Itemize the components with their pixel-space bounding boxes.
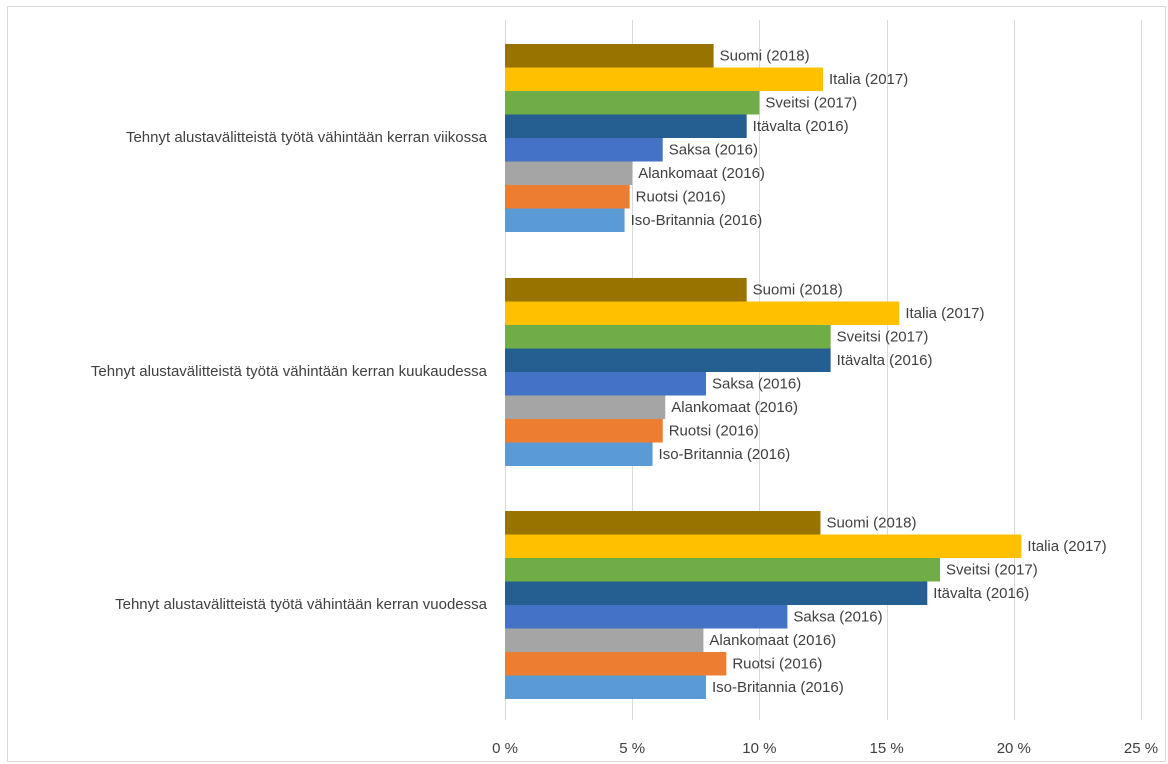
bar <box>505 348 831 372</box>
category-labels: Tehnyt alustavälitteistä työtä vähintään… <box>91 129 488 613</box>
x-tick-label: 15 % <box>869 740 903 757</box>
bar-label: Saksa (2016) <box>669 142 758 159</box>
x-tick-label: 25 % <box>1124 740 1158 757</box>
bar-label: Ruotsi (2016) <box>636 189 726 206</box>
bar-label: Itävalta (2016) <box>933 585 1029 602</box>
bar <box>505 675 706 699</box>
bar-label: Ruotsi (2016) <box>732 656 822 673</box>
bar-labels: Suomi (2018) Italia (2017) Sveitsi (2017) I… <box>631 48 1107 697</box>
category-label: Tehnyt alustavälitteistä työtä vähintään… <box>126 129 488 146</box>
bar <box>505 581 928 605</box>
bar-label: Alankomaat (2016) <box>638 165 765 182</box>
bar-label: Sveitsi (2017) <box>837 329 929 346</box>
bar <box>505 91 760 115</box>
bar-label: Alankomaat (2016) <box>671 399 798 416</box>
x-tick-label: 10 % <box>742 740 776 757</box>
x-tick-label: 20 % <box>997 740 1031 757</box>
bar <box>505 628 704 652</box>
bar <box>505 605 788 629</box>
bar <box>505 301 900 325</box>
bar-label: Italia (2017) <box>1027 538 1106 555</box>
bar-label: Iso-Britannia (2016) <box>659 446 791 463</box>
bar <box>505 511 821 535</box>
bar <box>505 44 714 68</box>
category-label: Tehnyt alustavälitteistä työtä vähintään… <box>91 363 488 380</box>
bar-label: Italia (2017) <box>905 305 984 322</box>
bar <box>505 325 831 349</box>
bar-label: Alankomaat (2016) <box>709 632 836 649</box>
bar-label: Suomi (2018) <box>826 515 916 532</box>
bar-label: Saksa (2016) <box>793 609 882 626</box>
bar <box>505 395 666 419</box>
bar <box>505 419 663 443</box>
bar <box>505 185 630 209</box>
bar-label: Suomi (2018) <box>753 282 843 299</box>
bar-label: Iso-Britannia (2016) <box>712 679 844 696</box>
bars <box>505 44 1022 699</box>
bar <box>505 161 633 185</box>
bar-label: Ruotsi (2016) <box>669 423 759 440</box>
x-tick-label: 5 % <box>619 740 645 757</box>
bar <box>505 208 625 232</box>
bar <box>505 534 1022 558</box>
bar <box>505 138 663 162</box>
category-label: Tehnyt alustavälitteistä työtä vähintään… <box>115 596 488 613</box>
bar-label: Sveitsi (2017) <box>946 562 1038 579</box>
x-tick-label: 0 % <box>492 740 518 757</box>
bar-label: Iso-Britannia (2016) <box>631 212 763 229</box>
bar-label: Italia (2017) <box>829 71 908 88</box>
bar-label: Sveitsi (2017) <box>765 95 857 112</box>
bar <box>505 372 706 396</box>
bar <box>505 442 653 466</box>
bar-label: Itävalta (2016) <box>753 118 849 135</box>
bar <box>505 114 747 138</box>
bar <box>505 278 747 302</box>
bar <box>505 652 727 676</box>
bar-label: Suomi (2018) <box>720 48 810 65</box>
bar <box>505 67 823 91</box>
x-axis-tick-labels: 0 % 5 % 10 % 15 % 20 % 25 % <box>492 740 1158 757</box>
bar-label: Itävalta (2016) <box>837 352 933 369</box>
bar <box>505 558 941 582</box>
bar-label: Saksa (2016) <box>712 376 801 393</box>
